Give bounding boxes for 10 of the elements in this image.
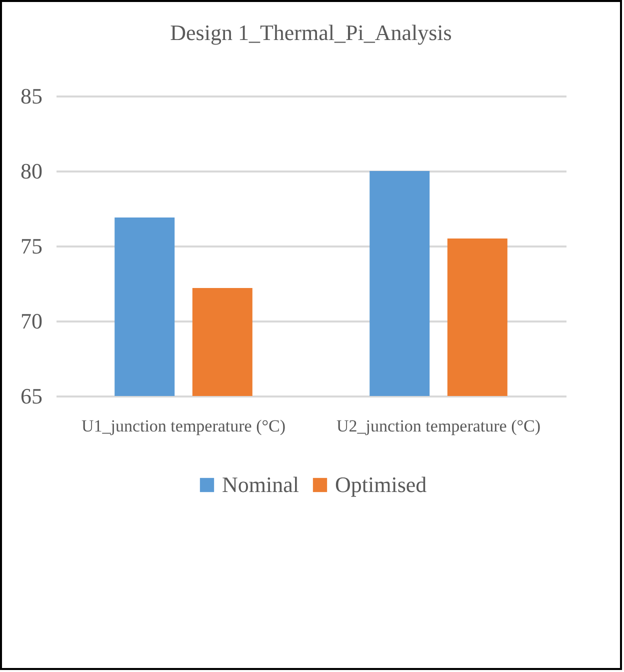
x-tick-label: U2_junction temperature (°C) [336, 416, 541, 436]
y-tick-label: 85 [20, 84, 42, 108]
legend-label: Nominal [222, 472, 299, 497]
legend-label: Optimised [335, 472, 427, 497]
y-tick-label: 65 [20, 384, 42, 408]
chart-title: Design 1_Thermal_Pi_Analysis [170, 20, 452, 45]
y-tick-label: 75 [20, 234, 42, 258]
y-tick-label: 70 [20, 308, 42, 334]
x-tick-label: U1_junction temperature (°C) [81, 416, 286, 436]
y-tick-label: 80 [20, 158, 42, 184]
